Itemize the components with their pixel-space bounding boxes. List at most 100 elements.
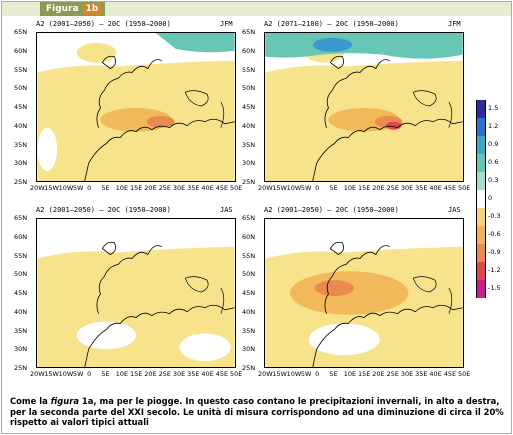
lon-tick-label: 10W — [286, 184, 302, 192]
lat-tick-label: 65N — [242, 28, 256, 36]
lon-tick-label: 40E — [201, 370, 214, 378]
lon-tick-label: 30E — [400, 370, 414, 378]
lon-tick-label: 45E — [215, 184, 229, 192]
map-plot — [36, 32, 236, 182]
panel-season: JFM — [220, 20, 233, 28]
coastline-black-sea — [412, 90, 437, 107]
lat-tick-label: 45N — [242, 289, 256, 297]
coastline-europe — [324, 59, 390, 128]
colorbar-segment — [476, 280, 486, 298]
coastline-black-sea — [412, 276, 437, 293]
colorbar-segment — [476, 190, 486, 208]
panel-title: A2 (2071–2100) – 20C (1950–2000) — [264, 20, 399, 28]
lat-tick-label: 35N — [14, 326, 28, 335]
colorbar-label: 1.2 — [488, 122, 499, 130]
coastline-mediterranean — [312, 118, 463, 181]
lon-tick-label: 15W — [44, 370, 59, 378]
field-deep-orange — [314, 280, 355, 296]
field-white-east — [179, 333, 231, 362]
lat-tick-label: 45N — [242, 103, 256, 111]
colorbar-segment — [476, 226, 486, 244]
lon-tick-label: 30E — [172, 184, 186, 192]
lon-tick-label: 35E — [415, 184, 428, 192]
coastline-black-sea — [184, 276, 209, 293]
lat-tick-label: 45N — [14, 289, 28, 297]
lon-tick-label: 30E — [400, 184, 414, 192]
lon-tick-label: 50E — [230, 370, 243, 378]
lat-tick-label: 60N — [14, 46, 28, 55]
lon-tick-label: 40E — [201, 184, 214, 192]
colorbar-segment — [476, 262, 486, 280]
colorbar-segment — [476, 118, 486, 136]
figure-tag-number: 1b — [82, 3, 102, 15]
field-red — [385, 121, 402, 130]
lon-tick-label: 50E — [458, 184, 471, 192]
lon-tick-label: 20W — [258, 370, 273, 378]
lon-tick-label: 45E — [215, 370, 229, 378]
colorbar-label: 0.6 — [488, 158, 499, 166]
lon-tick-label: 10E — [115, 370, 129, 378]
lon-tick-label: 20E — [144, 370, 157, 378]
lat-tick-label: 45N — [14, 103, 28, 111]
lon-tick-label: 45E — [443, 370, 457, 378]
lon-tick-label: 20E — [144, 184, 157, 192]
coastline-britain — [101, 241, 116, 255]
lon-tick-label: 10W — [286, 370, 302, 378]
lat-tick-label: 60N — [242, 232, 256, 241]
lat-tick-label: 60N — [242, 46, 256, 55]
lon-tick-label: 0 — [315, 184, 320, 192]
colorbar-label: 0.3 — [488, 176, 499, 184]
field-teal — [155, 33, 235, 53]
colorbar-segment — [476, 172, 486, 190]
lat-tick-label: 50N — [14, 270, 28, 279]
colorbar-segment — [476, 100, 486, 118]
lat-tick-label: 65N — [242, 214, 256, 222]
map-panel-2: A2 (2071–2100) – 20C (1950–2000) JFM 65N 60… — [236, 18, 470, 200]
lon-tick-label: 5E — [101, 370, 110, 378]
field-yellow-band — [66, 266, 186, 310]
panel-title: A2 (2001–2050) – 20C (1950–2000) — [36, 206, 171, 214]
colorbar-label: -0.6 — [488, 230, 501, 238]
lat-tick-label: 60N — [14, 232, 28, 241]
lon-tick-label: 5E — [101, 184, 110, 192]
colorbar-segment — [476, 208, 486, 226]
colorbar-segment — [476, 244, 486, 262]
colorbar-label: -1.5 — [488, 284, 501, 292]
coastline-caspian — [448, 101, 453, 128]
field-teal — [265, 33, 463, 59]
lat-tick-label: 55N — [14, 65, 28, 74]
lon-tick-label: 20W — [258, 184, 273, 192]
coastline-mediterranean — [84, 118, 235, 181]
lon-tick-label: 10E — [343, 370, 357, 378]
map-panel-4: A2 (2001–2050) – 20C (1950–2000) JAS 65N 60… — [236, 204, 470, 386]
caption-prefix: Come la — [10, 396, 51, 406]
lon-tick-label: 35E — [187, 184, 200, 192]
colorbar-segment — [476, 136, 486, 154]
lon-tick-label: 5W — [300, 184, 312, 192]
lat-tick-label: 35N — [14, 140, 28, 149]
lon-tick-label: 30E — [172, 370, 186, 378]
lon-tick-label: 15E — [130, 370, 143, 378]
lon-tick-label: 15W — [272, 184, 287, 192]
lon-tick-label: 25E — [386, 184, 399, 192]
map-plot — [264, 218, 464, 368]
caption-text: 1a, ma per le piogge. In questo caso con… — [10, 396, 504, 428]
panel-title: A2 (2001–2050) – 20C (1950–2000) — [264, 206, 399, 214]
lat-tick-label: 25N — [14, 178, 28, 186]
colorbar-label: -1.2 — [488, 266, 501, 274]
colorbar-segment — [476, 154, 486, 172]
lon-tick-label: 25E — [386, 370, 399, 378]
lat-tick-label: 30N — [242, 345, 256, 354]
field-deep-orange — [146, 115, 175, 128]
lon-tick-label: 20W — [30, 370, 45, 378]
lon-tick-label: 10E — [343, 184, 357, 192]
lon-tick-label: 5W — [72, 370, 84, 378]
lat-tick-label: 25N — [14, 364, 28, 372]
colorbar-label: -0.9 — [488, 248, 501, 256]
lon-tick-label: 15E — [130, 184, 143, 192]
figure-caption: Come la figura 1a, ma per le piogge. In … — [10, 396, 508, 428]
lat-tick-label: 40N — [242, 307, 256, 316]
lon-tick-label: 25E — [158, 184, 171, 192]
lat-tick-label: 50N — [242, 270, 256, 279]
coastline-mediterranean — [84, 304, 235, 367]
